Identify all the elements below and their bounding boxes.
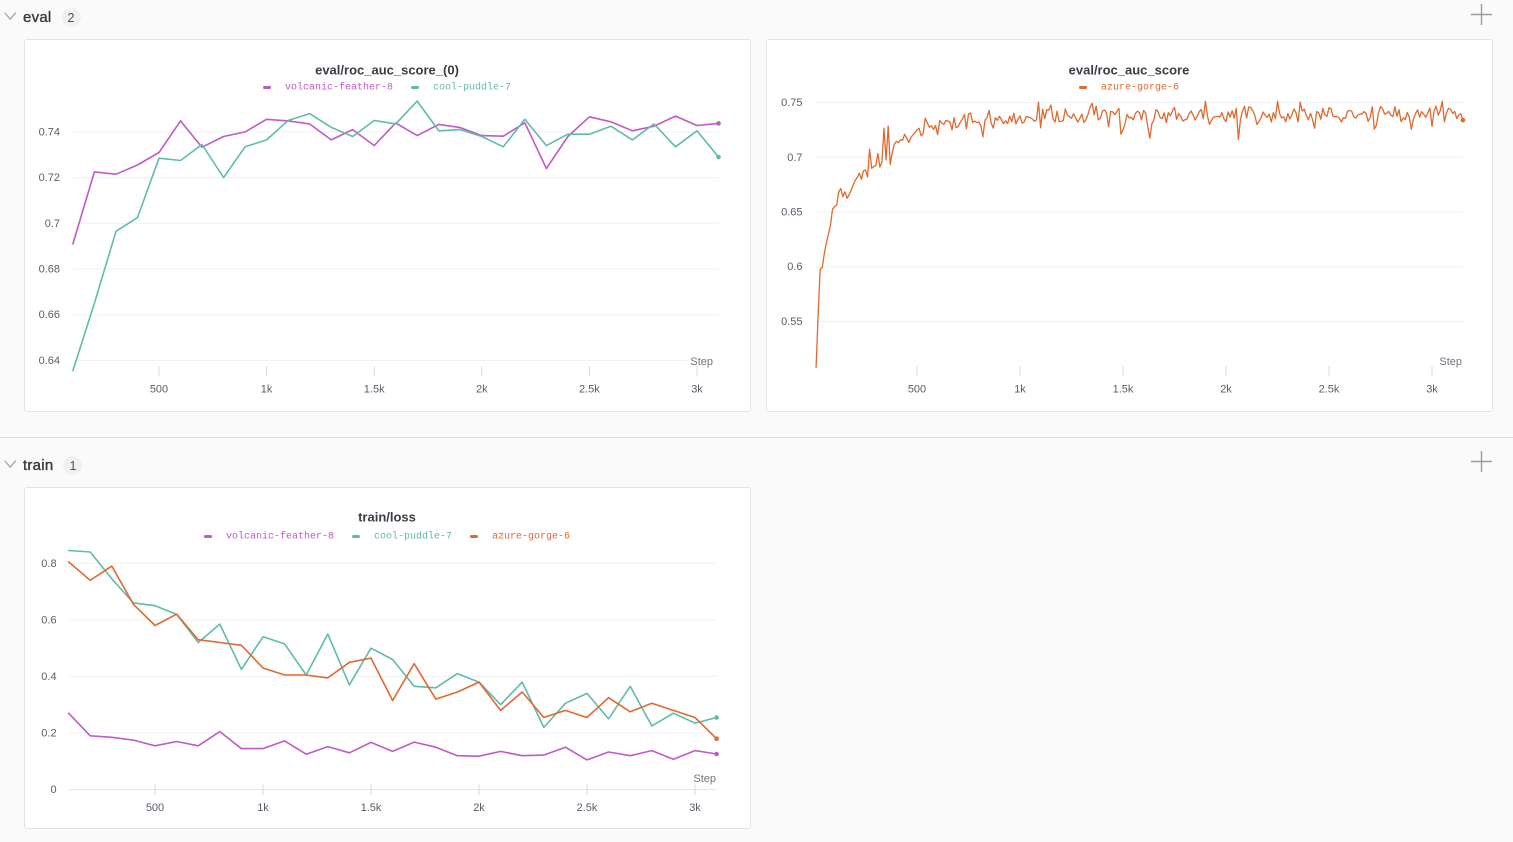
svg-text:1.5k: 1.5k <box>364 383 385 395</box>
svg-text:eval/roc_auc_score_(0): eval/roc_auc_score_(0) <box>315 63 459 78</box>
svg-text:2k: 2k <box>1220 383 1232 395</box>
svg-text:500: 500 <box>150 383 168 395</box>
svg-text:2.5k: 2.5k <box>577 802 598 814</box>
svg-text:0.74: 0.74 <box>39 126 60 138</box>
svg-text:0.8: 0.8 <box>41 558 56 570</box>
svg-text:2.5k: 2.5k <box>1319 383 1340 395</box>
svg-text:0.2: 0.2 <box>41 728 56 740</box>
svg-text:volcanic-feather-8: volcanic-feather-8 <box>285 82 393 94</box>
svg-text:3k: 3k <box>1426 383 1438 395</box>
svg-text:0: 0 <box>50 784 56 796</box>
svg-text:eval/roc_auc_score: eval/roc_auc_score <box>1069 63 1190 78</box>
svg-text:0.75: 0.75 <box>781 97 802 109</box>
svg-text:0.72: 0.72 <box>39 172 60 184</box>
svg-text:0.6: 0.6 <box>41 614 56 626</box>
svg-text:500: 500 <box>908 383 926 395</box>
svg-text:0.7: 0.7 <box>45 218 60 230</box>
svg-text:0.55: 0.55 <box>781 316 802 328</box>
svg-text:0.65: 0.65 <box>781 207 802 219</box>
svg-text:volcanic-feather-8: volcanic-feather-8 <box>226 531 334 543</box>
svg-text:Step: Step <box>1439 356 1462 368</box>
svg-text:1.5k: 1.5k <box>1113 383 1134 395</box>
svg-text:3k: 3k <box>691 383 703 395</box>
svg-text:500: 500 <box>146 802 164 814</box>
svg-text:1k: 1k <box>257 802 269 814</box>
svg-text:0.66: 0.66 <box>39 309 60 321</box>
svg-text:1.5k: 1.5k <box>361 802 382 814</box>
svg-text:0.6: 0.6 <box>787 261 802 273</box>
svg-text:1k: 1k <box>1014 383 1026 395</box>
svg-text:0.68: 0.68 <box>39 264 60 276</box>
svg-text:train/loss: train/loss <box>358 510 416 525</box>
svg-text:2.5k: 2.5k <box>579 383 600 395</box>
svg-text:cool-puddle-7: cool-puddle-7 <box>433 82 511 94</box>
svg-text:2k: 2k <box>473 802 485 814</box>
svg-text:azure-gorge-6: azure-gorge-6 <box>492 532 570 543</box>
svg-text:0.7: 0.7 <box>787 152 802 164</box>
svg-text:0.4: 0.4 <box>41 671 56 683</box>
svg-text:0.64: 0.64 <box>39 355 60 367</box>
svg-text:cool-puddle-7: cool-puddle-7 <box>374 531 452 543</box>
svg-text:2k: 2k <box>476 383 488 395</box>
svg-text:Step: Step <box>690 356 713 368</box>
svg-text:azure-gorge-6: azure-gorge-6 <box>1101 83 1179 94</box>
svg-text:1k: 1k <box>261 383 273 395</box>
svg-text:Step: Step <box>693 773 716 785</box>
svg-text:3k: 3k <box>689 802 701 814</box>
